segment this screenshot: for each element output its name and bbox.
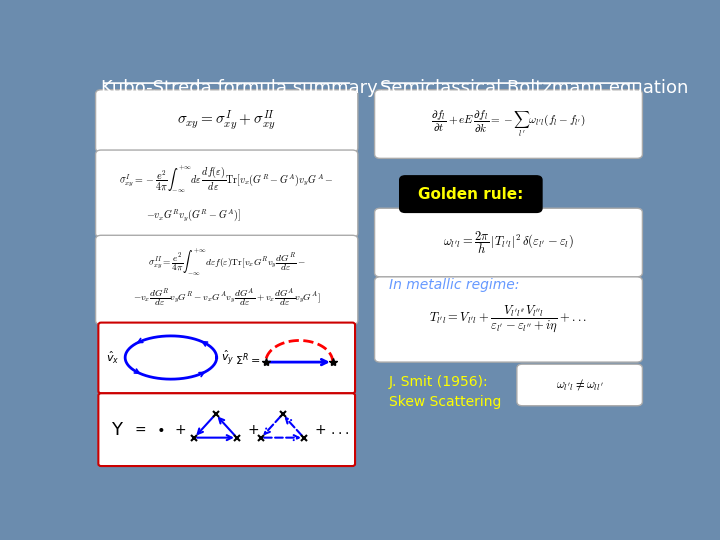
Text: $\Sigma^R=$: $\Sigma^R=$ [235,352,260,368]
Text: $\sigma^{I}_{xy}=-\dfrac{e^{2}}{4\pi}\int_{-\infty}^{+\infty}d\varepsilon\,\dfra: $\sigma^{I}_{xy}=-\dfrac{e^{2}}{4\pi}\in… [120,163,334,195]
Text: $+$: $+$ [247,423,259,437]
Text: Kubo-Streda formula summary: Kubo-Streda formula summary [101,79,378,97]
Text: $\dfrac{\partial f_{l}}{\partial t}+eE\,\dfrac{\partial f_{l}}{\partial k}=-\sum: $\dfrac{\partial f_{l}}{\partial t}+eE\,… [431,109,586,139]
FancyBboxPatch shape [374,208,642,277]
Text: $\sigma^{II}_{xy}=\dfrac{e^{2}}{4\pi}\int_{-\infty}^{+\infty}d\varepsilon f(\var: $\sigma^{II}_{xy}=\dfrac{e^{2}}{4\pi}\in… [148,247,306,278]
Text: $\Upsilon$: $\Upsilon$ [111,421,125,439]
FancyBboxPatch shape [374,90,642,158]
Text: $\sigma_{xy}=\sigma^{I}_{xy}+\sigma^{II}_{xy}$: $\sigma_{xy}=\sigma^{I}_{xy}+\sigma^{II}… [177,107,276,132]
Text: Semiclassical Boltzmann equation: Semiclassical Boltzmann equation [380,79,688,97]
Text: J. Smit (1956):: J. Smit (1956): [389,375,488,389]
FancyBboxPatch shape [517,364,642,406]
Text: In metallic regime:: In metallic regime: [389,278,519,292]
Text: $-v_{x}\dfrac{dG^{R}}{d\varepsilon}v_{y}G^{R}-v_{x}G^{A}v_{y}\dfrac{dG^{A}}{d\va: $-v_{x}\dfrac{dG^{R}}{d\varepsilon}v_{y}… [133,286,320,309]
FancyBboxPatch shape [374,277,642,362]
Text: Skew Scattering: Skew Scattering [389,395,501,409]
Text: $\hat{v}_x$: $\hat{v}_x$ [107,349,120,366]
FancyBboxPatch shape [400,176,542,212]
Text: $\hat{v}_y$: $\hat{v}_y$ [221,348,235,367]
Text: $T_{l^{\prime}l}=V_{l^{\prime}l}+\dfrac{V_{l^{\prime}l^{\prime\prime}}V_{l^{\pri: $T_{l^{\prime}l}=V_{l^{\prime}l}+\dfrac{… [429,304,588,334]
Text: $\omega_{l^{\prime}l}\neq\omega_{ll^{\prime}}$: $\omega_{l^{\prime}l}\neq\omega_{ll^{\pr… [556,377,604,393]
Text: $+\ ...$: $+\ ...$ [314,423,349,437]
FancyBboxPatch shape [96,90,358,152]
Text: Golden rule:: Golden rule: [418,187,523,201]
FancyBboxPatch shape [96,235,358,325]
Text: $\omega_{l^{\prime}l}=\dfrac{2\pi}{h}\,|T_{l^{\prime}l}|^{2}\,\delta(\varepsilon: $\omega_{l^{\prime}l}=\dfrac{2\pi}{h}\,|… [443,229,574,256]
Text: $=\ \bullet\ +$: $=\ \bullet\ +$ [132,423,186,437]
FancyBboxPatch shape [99,322,355,393]
Text: $-v_{x}G^{R}v_{y}(G^{R}-G^{A})]$: $-v_{x}G^{R}v_{y}(G^{R}-G^{A})]$ [145,207,240,223]
FancyBboxPatch shape [96,150,358,238]
FancyBboxPatch shape [99,393,355,466]
